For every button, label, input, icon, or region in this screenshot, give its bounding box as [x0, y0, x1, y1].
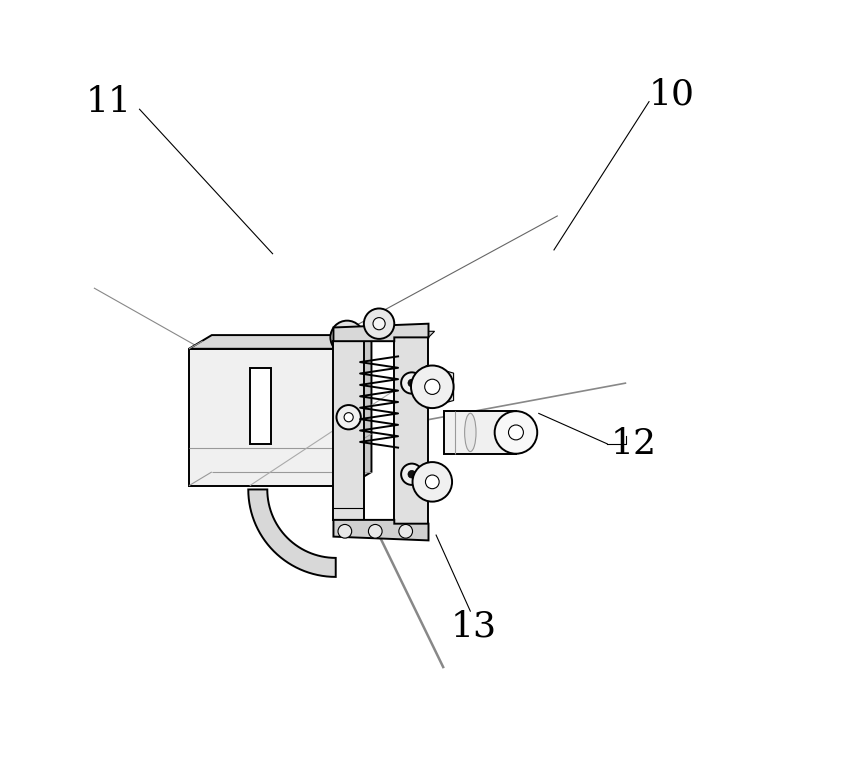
- Circle shape: [338, 525, 351, 538]
- Polygon shape: [249, 368, 271, 444]
- Polygon shape: [333, 335, 370, 341]
- Circle shape: [345, 413, 353, 422]
- Circle shape: [401, 372, 423, 394]
- Circle shape: [411, 365, 453, 408]
- Circle shape: [425, 379, 440, 394]
- Polygon shape: [426, 365, 453, 408]
- Circle shape: [494, 411, 537, 453]
- Polygon shape: [333, 520, 428, 540]
- Circle shape: [408, 470, 416, 478]
- Polygon shape: [189, 335, 371, 349]
- Polygon shape: [189, 349, 349, 486]
- Polygon shape: [394, 337, 428, 524]
- Polygon shape: [333, 341, 364, 520]
- Polygon shape: [249, 489, 336, 577]
- Circle shape: [408, 379, 416, 387]
- Text: 10: 10: [649, 77, 695, 111]
- Circle shape: [337, 405, 361, 430]
- Circle shape: [412, 462, 452, 502]
- Circle shape: [508, 425, 524, 440]
- Circle shape: [369, 525, 382, 538]
- Polygon shape: [444, 411, 516, 453]
- Circle shape: [399, 525, 412, 538]
- Circle shape: [425, 475, 439, 489]
- Text: 13: 13: [451, 609, 497, 643]
- Text: 12: 12: [611, 427, 656, 461]
- Polygon shape: [394, 331, 434, 337]
- Circle shape: [339, 330, 355, 345]
- Polygon shape: [349, 335, 371, 486]
- Ellipse shape: [464, 414, 476, 452]
- Circle shape: [331, 321, 364, 354]
- Circle shape: [401, 463, 423, 485]
- Circle shape: [364, 309, 394, 339]
- Polygon shape: [333, 324, 428, 341]
- Text: 11: 11: [86, 84, 132, 119]
- Circle shape: [373, 318, 385, 330]
